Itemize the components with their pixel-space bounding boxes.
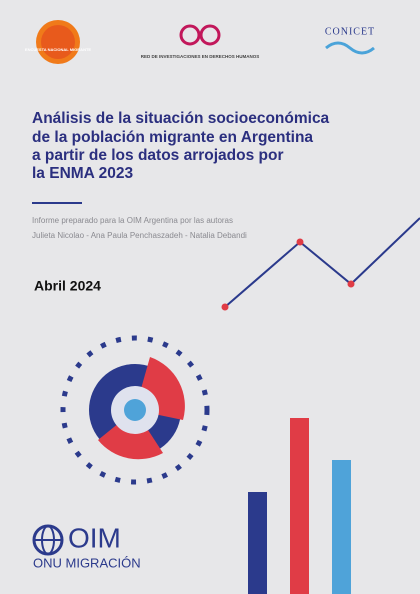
enma-logo-text: ENCUESTA NACIONAL MIGRANTE	[25, 47, 91, 52]
deco-pie-center	[124, 399, 146, 421]
credit-line: Informe preparado para la OIM Argentina …	[32, 216, 233, 225]
title-line: la ENMA 2023	[32, 165, 133, 182]
deco-dots-ring	[60, 335, 210, 485]
title-line: de la población migrante en Argentina	[32, 129, 313, 146]
title: Análisis de la situación socioeconómica …	[32, 110, 330, 182]
deco-dot	[347, 280, 355, 288]
credit-line: Julieta Nicolao - Ana Paula Penchaszadeh…	[32, 231, 247, 240]
deco-bar	[290, 418, 309, 594]
date: Abril 2024	[34, 278, 101, 294]
deco-dot	[221, 303, 229, 311]
red-logo-ring	[199, 24, 221, 46]
red-logo-ring	[179, 24, 201, 46]
publisher-subtitle: ONU MIGRACIÓN	[33, 555, 141, 570]
deco-line	[224, 217, 420, 308]
red-logo	[179, 24, 221, 46]
deco-bar	[248, 492, 267, 594]
publisher-name: OIM	[68, 522, 121, 553]
title-line: a partir de los datos arrojados por	[32, 147, 284, 164]
red-logo-text: RED DE INVESTIGACIONES EN DERECHOS HUMAN…	[141, 54, 260, 59]
enma-logo-inner	[41, 25, 75, 59]
deco-pie-slice	[98, 410, 163, 460]
conicet-logo-text: CONICET	[325, 26, 375, 37]
deco-dot	[296, 238, 304, 246]
deco-bar	[332, 460, 351, 594]
conicet-wave	[325, 41, 375, 55]
title-line: Análisis de la situación socioeconómica	[32, 110, 330, 127]
